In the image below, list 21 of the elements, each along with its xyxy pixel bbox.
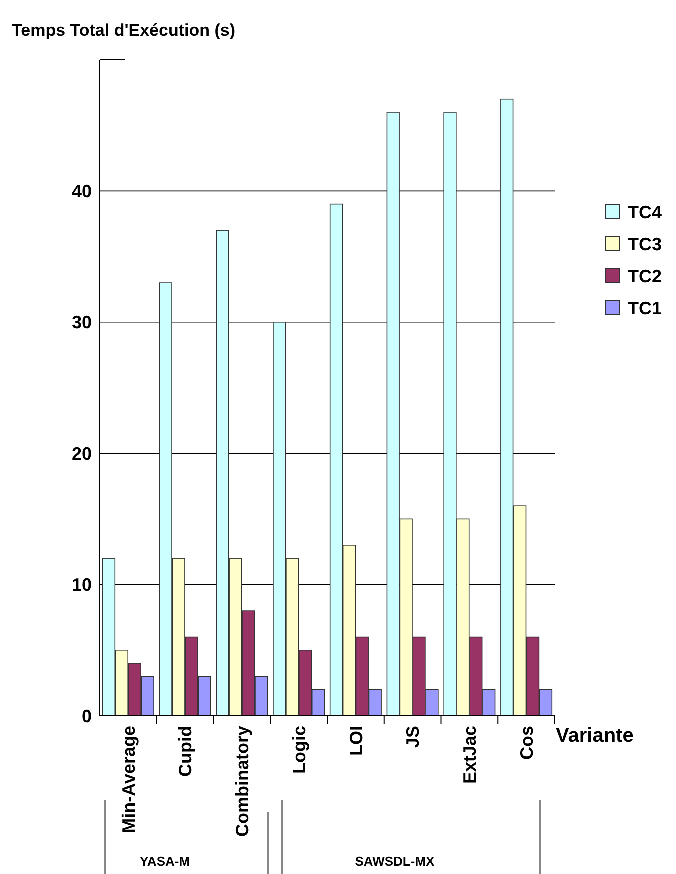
legend-label: TC4 — [628, 202, 662, 222]
text: YASA-M — [140, 854, 190, 869]
legend-label: TC1 — [628, 298, 662, 318]
y-axis-title: Temps Total d'Exécution (s) — [12, 21, 236, 40]
x-tick-label: Cos — [516, 726, 537, 760]
x-tick-label: Cupid — [176, 726, 196, 777]
x-tick-label: ExtJac — [460, 726, 480, 784]
x-tick-label: Logic — [289, 726, 310, 774]
x-tick-label: Combinatory — [232, 726, 252, 838]
text: SAWSDL-MX — [355, 854, 436, 869]
y-tick-label: 20 — [72, 444, 92, 464]
y-tick-label: 30 — [72, 312, 92, 333]
y-tick-label: 10 — [72, 575, 92, 596]
legend-label: TC2 — [628, 266, 662, 286]
y-tick-label: 0 — [82, 706, 92, 726]
x-tick-label: LOI — [346, 726, 366, 756]
legend-label: TC3 — [628, 234, 662, 254]
x-tick-label: Min-Average — [118, 726, 139, 834]
x-tick-label: JS — [403, 726, 424, 748]
y-tick-label: 40 — [72, 182, 92, 202]
x-axis-title: Variante — [556, 725, 634, 747]
